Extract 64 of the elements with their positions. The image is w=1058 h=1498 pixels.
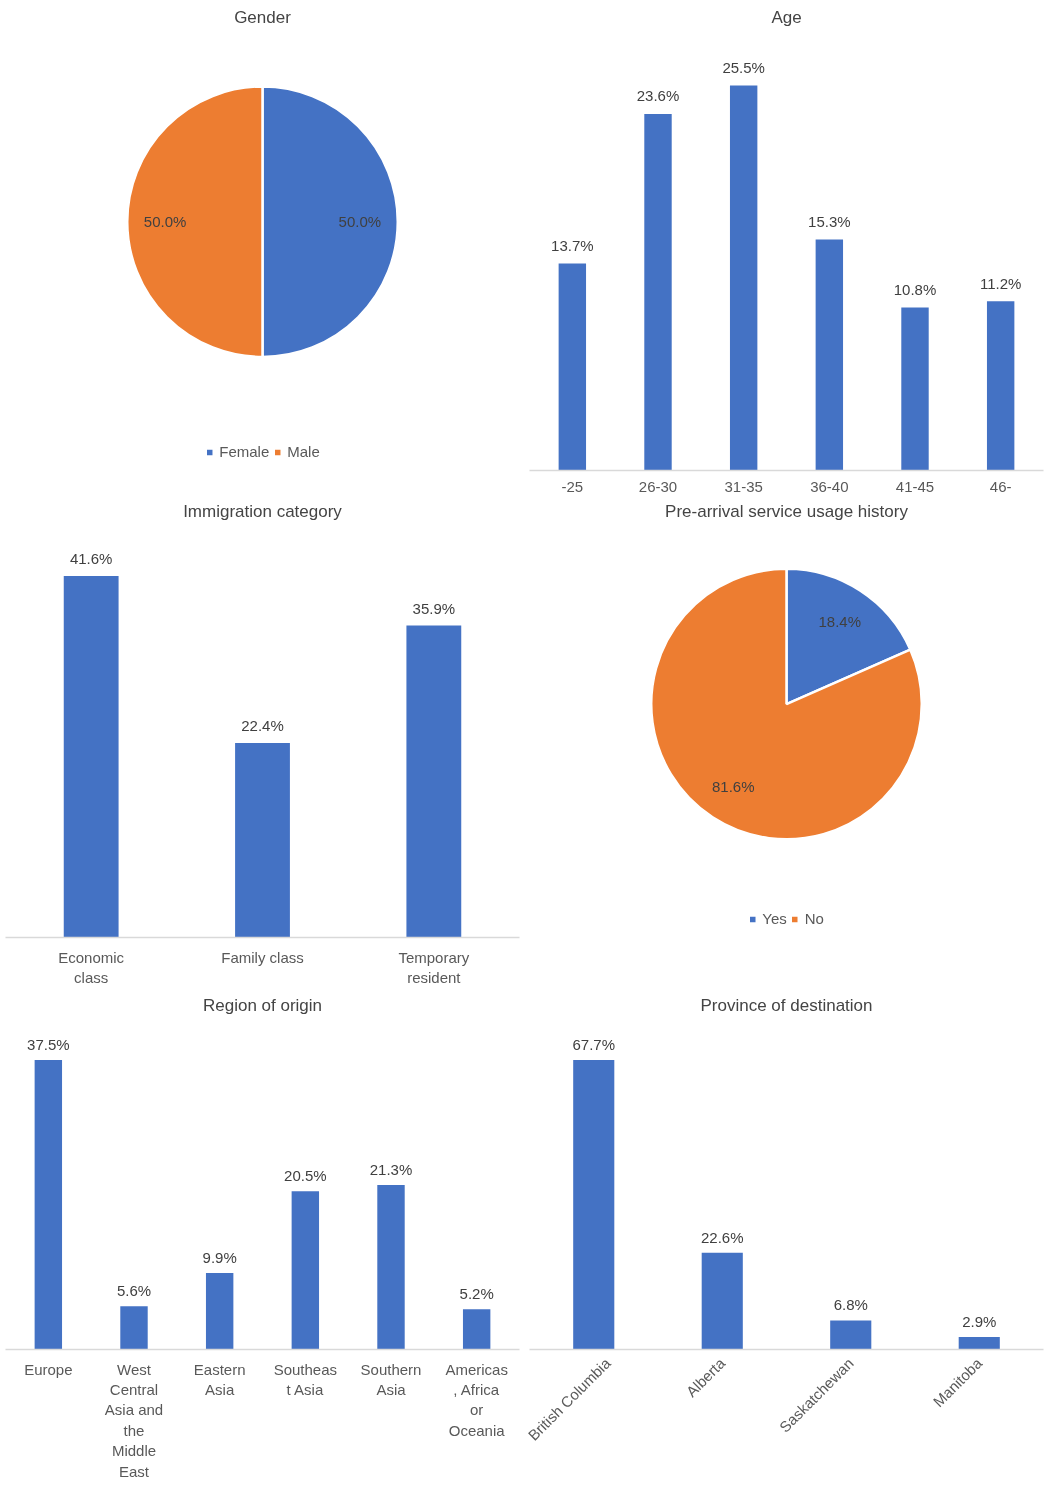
data-label: 22.4% (241, 716, 284, 734)
legend-label: Male (287, 443, 320, 460)
bar (462, 1309, 491, 1350)
data-label: 50.0% (338, 213, 382, 231)
bar (291, 1191, 320, 1350)
data-label: 81.6% (712, 778, 755, 796)
data-label: 21.3% (369, 1160, 413, 1178)
chart-title: Gender (234, 7, 292, 27)
bar (34, 1060, 63, 1350)
data-label: 25.5% (722, 58, 765, 76)
legend-label: No (804, 910, 825, 927)
data-label: 9.9% (202, 1248, 237, 1266)
data-label: 5.6% (116, 1282, 152, 1300)
x-tick-label: Southeast Asia (273, 1360, 338, 1398)
chart-title: Pre-arrival service usage history (665, 501, 909, 521)
x-tick-label: Eastern Asia (193, 1360, 246, 1398)
x-tick-label: Europe (24, 1360, 73, 1378)
bar (986, 301, 1015, 471)
x-tick-label: Family class (221, 948, 304, 966)
x-tick-label: Economic class (58, 948, 125, 986)
chart-title: Region of origin (202, 995, 323, 1015)
data-label: 41.6% (69, 550, 113, 568)
bar (558, 263, 587, 471)
x-tick-label: Temporary resident (398, 948, 470, 986)
bar (815, 239, 844, 471)
data-label: 2.9% (962, 1312, 997, 1330)
bar (830, 1320, 872, 1350)
x-tick-label: 46- (989, 477, 1012, 495)
chart-title: Province of destination (700, 995, 873, 1015)
bar (644, 114, 672, 471)
x-tick-label: 26-30 (638, 477, 678, 495)
data-label: 35.9% (412, 599, 456, 617)
x-tick-label: -25 (561, 477, 584, 495)
data-label: 67.7% (572, 1035, 616, 1053)
bar (573, 1060, 615, 1350)
chart-title: Age (771, 7, 802, 27)
chart-title: Immigration category (183, 501, 343, 521)
x-tick-label: Southern Asia (360, 1360, 422, 1398)
x-tick-label: West Central Asia and the Middle East (104, 1360, 164, 1480)
x-tick-label: 41-45 (895, 477, 935, 495)
data-label: 11.2% (979, 274, 1022, 292)
bar (120, 1306, 148, 1350)
bar (729, 85, 758, 471)
data-label: 18.4% (818, 612, 861, 630)
data-label: 37.5% (27, 1035, 70, 1053)
bar (901, 307, 929, 471)
data-label: 22.6% (700, 1228, 744, 1246)
bar (958, 1337, 1000, 1350)
data-label: 15.3% (808, 212, 851, 230)
bar (377, 1185, 405, 1350)
legend-label: Female (219, 443, 270, 460)
data-label: 10.8% (893, 280, 937, 298)
data-label: 13.7% (551, 236, 594, 254)
data-label: 5.2% (459, 1285, 494, 1303)
bar (701, 1252, 743, 1350)
data-label: 50.0% (143, 213, 187, 231)
legend-label: Yes (762, 910, 787, 927)
x-tick-label: 36-40 (810, 477, 849, 495)
data-label: 23.6% (636, 87, 680, 105)
x-tick-label: 31-35 (724, 477, 763, 495)
x-tick-label: Americas, Africa or Oceania (445, 1360, 508, 1439)
data-label: 6.8% (833, 1296, 868, 1314)
data-label: 20.5% (284, 1167, 327, 1185)
bar (205, 1273, 234, 1350)
